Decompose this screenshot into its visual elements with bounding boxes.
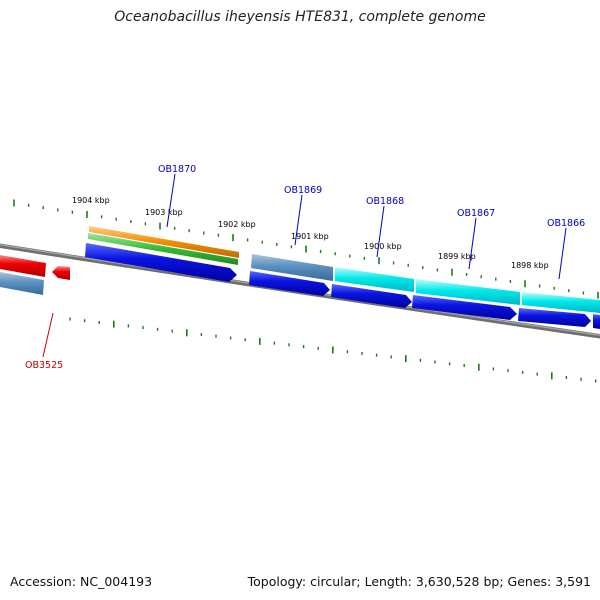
gene-label-reverse[interactable]: OB3525 [25, 360, 63, 371]
kbp-label: 1898 kbp [511, 261, 549, 270]
gene-label-forward[interactable]: OB1869 [284, 185, 322, 196]
feature-band-green [88, 233, 238, 265]
gene-labels: OB1870 OB1869 OB1868 OB1867 OB1866 OB352… [25, 164, 585, 371]
kbp-label-group: 1904 kbp 1903 kbp 1902 kbp 1901 kbp 1900… [72, 196, 549, 270]
accession-text: Accession: NC_004193 [10, 574, 153, 589]
cds-arrow-forward [518, 308, 591, 327]
cds-arrow-reverse [0, 255, 46, 277]
gene-label-leaders [42, 173, 567, 358]
tick-marks-inner [69, 317, 597, 383]
cds-forward-track [85, 243, 600, 329]
kbp-label: 1899 kbp [438, 252, 476, 261]
kbp-label: 1901 kbp [291, 232, 329, 241]
topology-text: Topology: circular; Length: 3,630,528 bp… [247, 574, 591, 589]
kbp-label: 1902 kbp [218, 220, 256, 229]
feature-band-orange [89, 226, 239, 258]
cds-arrow-forward [85, 243, 237, 282]
cds-arrow-forward [331, 284, 412, 308]
page-title: Oceanobacillus iheyensis HTE831, complet… [114, 9, 486, 25]
kbp-label: 1903 kbp [145, 208, 183, 217]
gene-label-forward[interactable]: OB1866 [547, 218, 585, 229]
cds-arrow-forward [412, 295, 517, 320]
tick-marks-outer [13, 199, 599, 299]
gene-label-forward[interactable]: OB1867 [457, 208, 495, 219]
cds-arrow-forward [593, 314, 600, 329]
gene-label-forward[interactable]: OB1870 [158, 164, 196, 175]
cds-arrow-forward [249, 271, 330, 296]
kbp-label: 1904 kbp [72, 196, 110, 205]
kbp-label: 1900 kbp [364, 242, 402, 251]
cds-reverse-track [0, 255, 70, 280]
gene-label-forward[interactable]: OB1868 [366, 196, 404, 207]
cds-arrow-reverse [52, 266, 70, 280]
feature-track-gene [0, 254, 600, 313]
